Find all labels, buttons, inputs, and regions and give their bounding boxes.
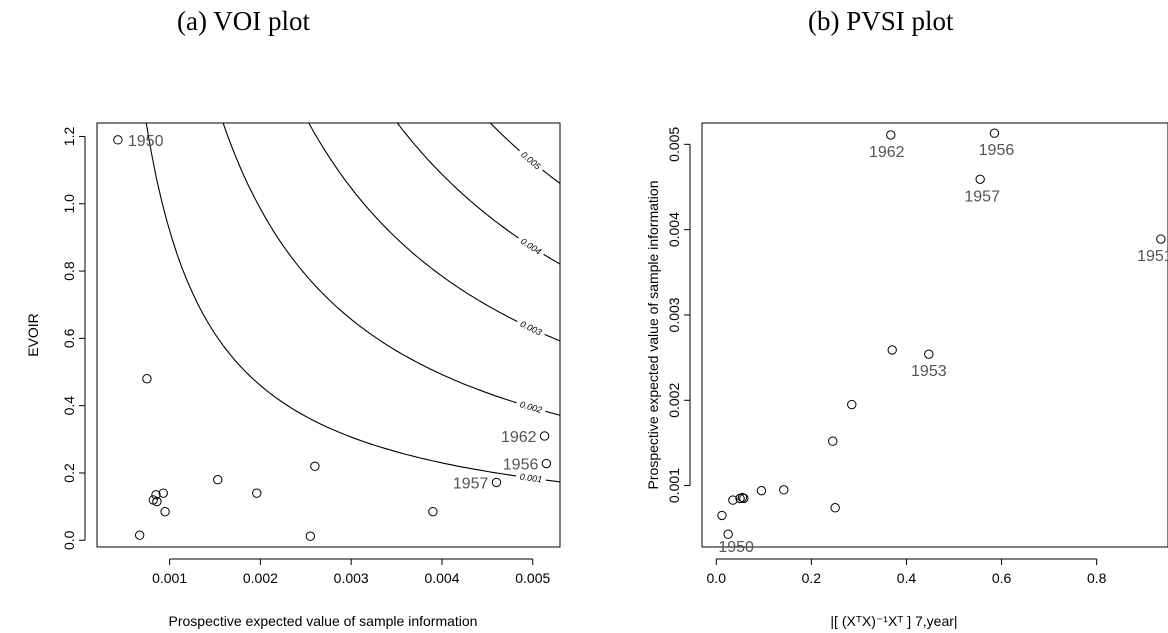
x-tick-label: 0.4 [897, 570, 917, 586]
data-point [152, 496, 162, 507]
y-tick-label: 0.6 [61, 328, 77, 348]
data-point [779, 485, 789, 495]
data-point [975, 174, 985, 185]
point-label: 1956 [503, 457, 539, 474]
point-label: 1957 [453, 475, 489, 492]
data-points: 1950 1957 1962 1956 [113, 133, 552, 541]
point-label: 1950 [128, 133, 164, 150]
data-point [728, 495, 738, 505]
y-tick-label: 0.4 [61, 396, 77, 416]
y-tick-label: 1.0 [61, 194, 77, 214]
data-point [739, 493, 749, 504]
data-point [160, 506, 170, 517]
point-label: 1956 [979, 142, 1015, 159]
data-point [539, 431, 550, 441]
data-point [756, 485, 767, 496]
data-point [491, 477, 502, 488]
data-point [305, 531, 316, 541]
pvsi-chart: 0.0 0.2 0.4 0.6 0.8 0.001 0.002 0.003 0.004 0.005… [645, 122, 1168, 629]
x-tick-label: 0.0 [707, 570, 727, 586]
data-point [989, 128, 1000, 138]
y-tick-label: 0.003 [666, 297, 682, 332]
contour-line [222, 123, 560, 416]
x-tick-label: 0.005 [515, 570, 550, 586]
y-axis-label: Prospective expected value of sample inf… [645, 181, 661, 490]
x-tick-label: 0.001 [152, 570, 187, 586]
y-tick-label: 0.2 [61, 463, 77, 483]
data-point [142, 374, 152, 384]
point-label: 1957 [964, 188, 1000, 205]
point-label: 1953 [911, 363, 947, 380]
x-tick-label: 0.003 [334, 570, 369, 586]
axes: 0.001 0.002 0.003 0.004 0.005 0.0 0.2 0.4 0.6 0.8… [61, 127, 550, 586]
data-point [158, 488, 168, 498]
x-tick-label: 0.8 [1087, 570, 1107, 586]
contour-label-bg [515, 146, 547, 175]
y-tick-label: 0.005 [666, 127, 682, 162]
data-point [213, 474, 223, 485]
panel-a-title: (a) VOI plot [177, 6, 310, 36]
axes: 0.0 0.2 0.4 0.6 0.8 0.001 0.002 0.003 0.004 0.005 [666, 127, 1107, 586]
y-tick-label: 1.2 [61, 127, 77, 147]
point-label: 1950 [718, 539, 754, 556]
contour-line [145, 123, 560, 483]
data-point [737, 492, 748, 503]
y-tick-label: 0.004 [666, 212, 682, 247]
data-point [847, 399, 857, 410]
x-tick-label: 0.2 [802, 570, 822, 586]
contour-label: 0.004 [519, 236, 543, 257]
data-point [887, 345, 897, 355]
x-tick-label: 0.004 [424, 570, 459, 586]
data-point [113, 135, 123, 145]
data-points: 1950 1953 1962 1957 1956 1951 [717, 128, 1168, 556]
plot-frame [96, 122, 561, 548]
data-point [717, 510, 727, 521]
x-tick-label: 0.6 [992, 570, 1012, 586]
data-point [541, 458, 552, 469]
x-axis-label: |[ (XᵀX)⁻¹Xᵀ ] 7,year| [830, 613, 957, 629]
data-point [1156, 234, 1166, 244]
x-tick-label: 0.002 [243, 570, 278, 586]
data-point [310, 461, 320, 471]
contour-label-bg [514, 316, 548, 340]
plot-frame [701, 122, 1168, 548]
y-tick-label: 0.001 [666, 468, 682, 503]
data-point [886, 130, 896, 140]
data-point [134, 530, 145, 540]
data-point [252, 488, 262, 498]
data-point [924, 349, 934, 359]
contour-label-bg [515, 233, 547, 260]
y-axis-label: EVOIR [25, 313, 41, 357]
x-axis-label: Prospective expected value of sample inf… [169, 613, 478, 629]
data-point [830, 503, 840, 513]
y-tick-label: 0.0 [61, 530, 77, 550]
panel-b-title: (b) PVSI plot [808, 6, 954, 36]
data-point [428, 506, 438, 517]
contour-line [560, 23, 584, 123]
data-point [723, 529, 733, 539]
point-label: 1962 [869, 144, 905, 161]
data-point [151, 490, 161, 500]
point-label: 1962 [501, 429, 537, 446]
contour-line [560, 103, 583, 123]
y-tick-label: 0.8 [61, 261, 77, 281]
data-point [828, 436, 838, 446]
contour-label-bg [514, 397, 548, 418]
y-tick-label: 0.002 [666, 383, 682, 418]
contour-label: 0.001 [519, 472, 543, 485]
contour-label-bg [515, 470, 547, 487]
point-label: 1951 [1137, 248, 1168, 265]
